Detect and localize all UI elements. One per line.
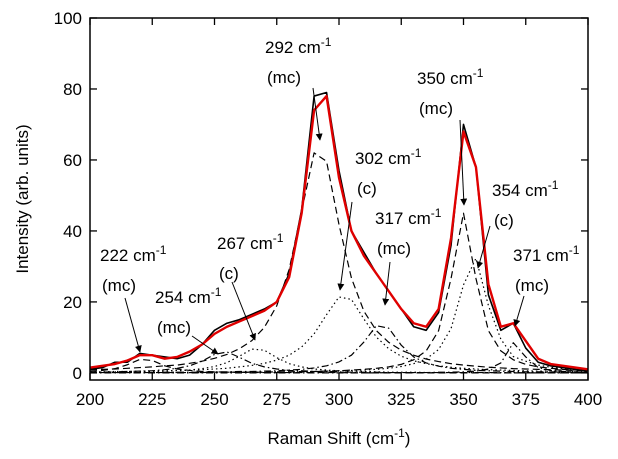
annotation-text: 267 cm xyxy=(217,234,273,253)
annotation-text: 292 cm xyxy=(265,38,321,57)
y-tick-label: 80 xyxy=(63,80,82,99)
y-tick-label: 60 xyxy=(63,151,82,170)
x-tick-label: 225 xyxy=(138,390,166,409)
annotation-note: (c) xyxy=(357,179,377,198)
annotation: 350 cm-1 xyxy=(417,66,484,88)
y-tick-label: 0 xyxy=(73,364,82,383)
annotation-note: (c) xyxy=(219,264,239,283)
annotation-text: 350 cm xyxy=(417,69,473,88)
annotation-text: 317 cm xyxy=(375,209,431,228)
annotation-note: (mc) xyxy=(102,276,136,295)
annotation: 371 cm-1 xyxy=(513,243,580,265)
x-tick-label: 375 xyxy=(512,390,540,409)
annotation-note: (mc) xyxy=(419,99,453,118)
annotation-arrow xyxy=(312,87,323,141)
y-axis-label: Intensity (arb. units) xyxy=(13,124,32,273)
series-line xyxy=(90,348,588,374)
annotation: 254 cm-1 xyxy=(155,285,222,307)
annotation-sup: -1 xyxy=(548,178,559,192)
x-axis-label-text: Raman Shift (cm xyxy=(268,429,395,448)
annotation-arrow xyxy=(382,261,391,306)
x-axis-label: Raman Shift (cm-1) xyxy=(268,426,411,448)
annotation-arrow xyxy=(459,119,468,206)
annotation-text: 354 cm xyxy=(492,181,548,200)
x-tick-label: 250 xyxy=(200,390,228,409)
x-axis-label-end: ) xyxy=(405,429,411,448)
x-tick-label: 325 xyxy=(387,390,415,409)
y-tick-label: 40 xyxy=(63,222,82,241)
annotation-sup: -1 xyxy=(321,35,332,49)
annotation-text: 302 cm xyxy=(355,149,411,168)
annotation-arrow xyxy=(231,281,256,341)
annotation-arrow xyxy=(476,225,491,269)
annotation-sup: -1 xyxy=(211,285,222,299)
series-line xyxy=(90,296,588,373)
annotation-sup: -1 xyxy=(569,243,580,257)
series-line xyxy=(90,342,588,374)
annotation: 222 cm-1 xyxy=(100,243,167,265)
y-tick-label: 20 xyxy=(63,293,82,312)
annotation-note: (mc) xyxy=(157,318,191,337)
y-tick-label: 100 xyxy=(54,9,82,28)
x-tick-label: 300 xyxy=(325,390,353,409)
annotation-sup: -1 xyxy=(156,243,167,257)
annotation-text: 371 cm xyxy=(513,246,569,265)
plot-lines xyxy=(90,91,588,374)
annotation: 302 cm-1 xyxy=(355,146,422,168)
series-line xyxy=(90,152,588,372)
series-line xyxy=(90,257,588,374)
annotation-note: (mc) xyxy=(267,68,301,87)
annotation-sup: -1 xyxy=(273,231,284,245)
x-tick-label: 350 xyxy=(449,390,477,409)
annotation-sup: -1 xyxy=(431,206,442,220)
annotation-note: (mc) xyxy=(377,239,411,258)
annotation-text: 222 cm xyxy=(100,246,156,265)
annotation-arrow xyxy=(513,295,525,327)
annotation-sup: -1 xyxy=(473,66,484,80)
annotation-note: (c) xyxy=(494,211,514,230)
annotation-arrow xyxy=(337,201,353,291)
annotation: 267 cm-1 xyxy=(217,231,284,253)
annotation-text: 254 cm xyxy=(155,288,211,307)
x-tick-label: 400 xyxy=(574,390,602,409)
x-tick-label: 200 xyxy=(76,390,104,409)
annotation-sup: -1 xyxy=(411,146,422,160)
annotation-arrow xyxy=(124,297,142,353)
annotation-arrow xyxy=(191,335,219,355)
annotation: 354 cm-1 xyxy=(492,178,559,200)
x-tick-label: 275 xyxy=(263,390,291,409)
annotation: 317 cm-1 xyxy=(375,206,442,228)
annotation-note: (mc) xyxy=(515,276,549,295)
series-line xyxy=(90,94,588,371)
annotation: 292 cm-1 xyxy=(265,35,332,57)
x-axis-label-sup: -1 xyxy=(394,426,405,440)
